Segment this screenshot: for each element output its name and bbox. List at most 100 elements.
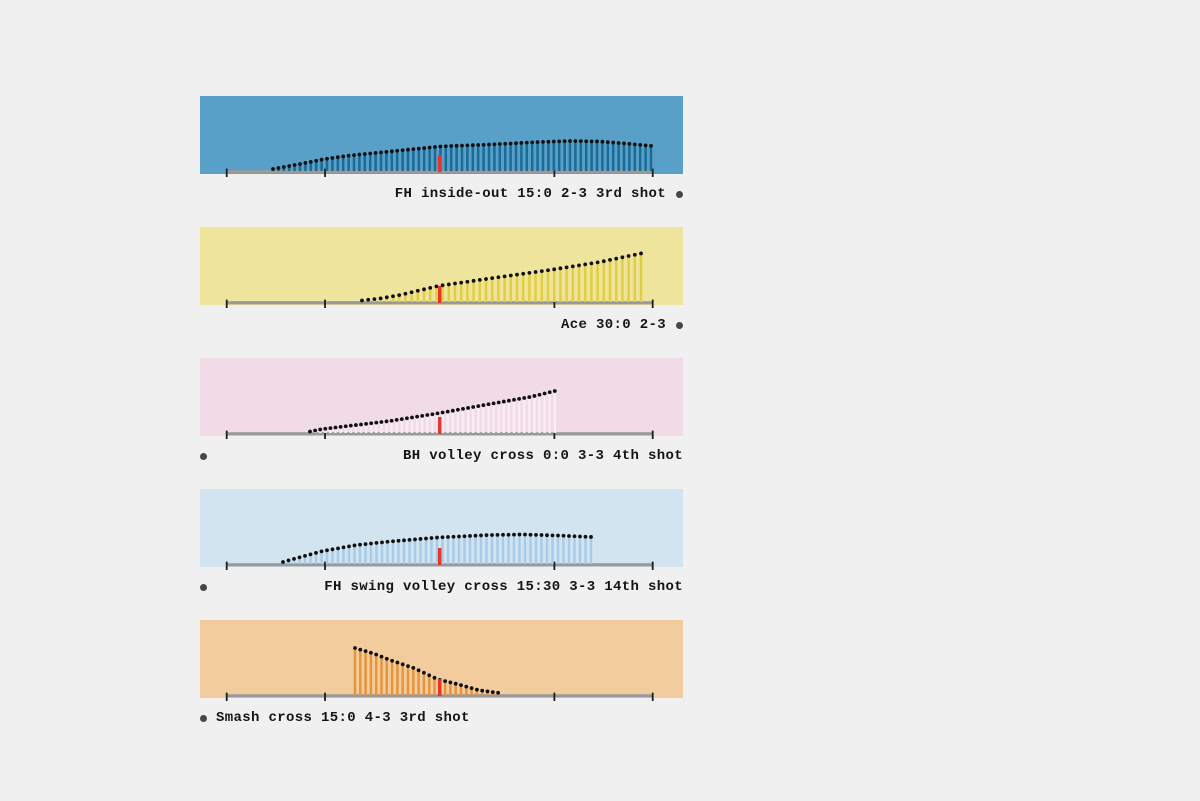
ball-dot	[558, 266, 563, 271]
trajectory-plot	[225, 251, 654, 308]
ball-dot	[435, 535, 439, 540]
ball-dot	[374, 652, 379, 657]
ball-dot	[271, 167, 275, 171]
court-tick	[324, 692, 326, 701]
ball-dot	[517, 397, 521, 401]
ball-dot	[400, 148, 405, 153]
trajectory-panel	[200, 620, 683, 701]
ball-dot	[546, 268, 550, 273]
ball-dot	[314, 158, 319, 163]
ball-dot	[521, 271, 526, 276]
ball-dot	[643, 143, 648, 148]
ball-dot	[484, 533, 489, 538]
ball-dot	[517, 532, 522, 537]
ball-dot	[523, 532, 527, 537]
trajectory-plot	[225, 389, 654, 439]
ball-dot	[335, 155, 340, 160]
ball-dot	[384, 149, 389, 154]
ball-dot	[435, 411, 440, 416]
ball-dot	[457, 534, 461, 539]
ball-dot	[379, 150, 383, 155]
ball-dot	[406, 664, 410, 669]
court-tick	[324, 430, 326, 439]
ball-dot	[515, 272, 519, 277]
player-marker-dot	[200, 714, 207, 722]
ball-dot	[373, 151, 378, 155]
ball-dot	[397, 293, 402, 298]
ball-dot	[578, 139, 583, 144]
ball-dot	[341, 154, 346, 159]
ball-dot	[314, 551, 318, 555]
ball-dot	[308, 552, 313, 557]
ball-dot	[495, 532, 500, 537]
ball-dot	[391, 539, 395, 544]
ball-dot	[568, 139, 572, 143]
ball-dot	[466, 406, 470, 410]
ball-dot	[362, 152, 367, 156]
ball-dot	[481, 142, 486, 147]
ball-dot	[358, 542, 362, 547]
ball-dot	[416, 668, 421, 673]
ball-dot	[325, 156, 329, 161]
ball-dot	[445, 409, 450, 414]
shot-panel-4: FH swing volley cross 15:30 3-3 14th sho…	[200, 489, 683, 596]
shot-caption: BH volley cross 0:0 3-3 4th shot	[200, 447, 683, 465]
ball-dot	[372, 297, 377, 302]
ball-dot	[292, 163, 297, 167]
ball-dot	[476, 143, 481, 147]
ball-dot	[352, 543, 357, 548]
ball-dot	[432, 675, 437, 680]
ball-dot	[468, 534, 472, 538]
shot-caption: FH inside-out 15:0 2-3 3rd shot	[200, 185, 683, 203]
ball-dot	[547, 390, 552, 395]
shot-trajectory-list: FH inside-out 15:0 2-3 3rd shot Ace 30:0 …	[200, 96, 683, 751]
ball-dot	[359, 422, 363, 427]
ball-dot	[338, 424, 343, 429]
ball-dot	[464, 684, 469, 689]
ball-dot	[323, 426, 328, 431]
court-tick	[324, 168, 326, 177]
ball-dot	[446, 535, 450, 539]
ball-dot	[325, 548, 329, 553]
ball-dot	[595, 260, 600, 265]
ball-dot	[486, 402, 491, 407]
ball-dot	[448, 680, 453, 685]
ball-dot	[459, 683, 463, 688]
ball-dot	[608, 258, 612, 262]
ball-dot	[281, 165, 286, 169]
ball-dot	[514, 141, 518, 146]
ball-dot	[352, 153, 356, 157]
ball-dot	[496, 400, 501, 405]
ball-dot	[374, 420, 379, 425]
player-marker-dot	[200, 583, 207, 591]
court-tick	[651, 168, 654, 177]
court-tick	[225, 168, 228, 177]
ball-dot	[369, 421, 374, 426]
shot-caption: Ace 30:0 2-3	[200, 316, 683, 334]
ball-dot	[627, 142, 632, 146]
ball-dot	[328, 426, 333, 431]
ball-dot	[450, 408, 455, 413]
ball-dot	[422, 287, 426, 292]
ball-dot	[551, 139, 556, 144]
trajectory-panel	[200, 358, 683, 439]
ball-dot	[490, 690, 495, 695]
ball-dot	[475, 687, 479, 692]
ball-dot	[399, 417, 404, 422]
ball-dot	[363, 649, 368, 654]
net-marker	[437, 417, 442, 434]
ball-dot	[425, 413, 430, 417]
ball-dot	[601, 259, 606, 264]
ball-dot	[469, 686, 474, 691]
ball-dot	[490, 276, 495, 281]
ball-dot	[454, 143, 459, 148]
ball-dot	[465, 143, 470, 148]
ball-dot	[446, 282, 451, 287]
ball-dot	[487, 142, 491, 147]
ball-dot	[524, 140, 529, 145]
ball-dot	[584, 139, 589, 144]
ball-dot	[427, 673, 432, 678]
ball-dot	[512, 397, 516, 402]
ball-dot	[405, 416, 409, 421]
ball-dot	[378, 296, 383, 301]
